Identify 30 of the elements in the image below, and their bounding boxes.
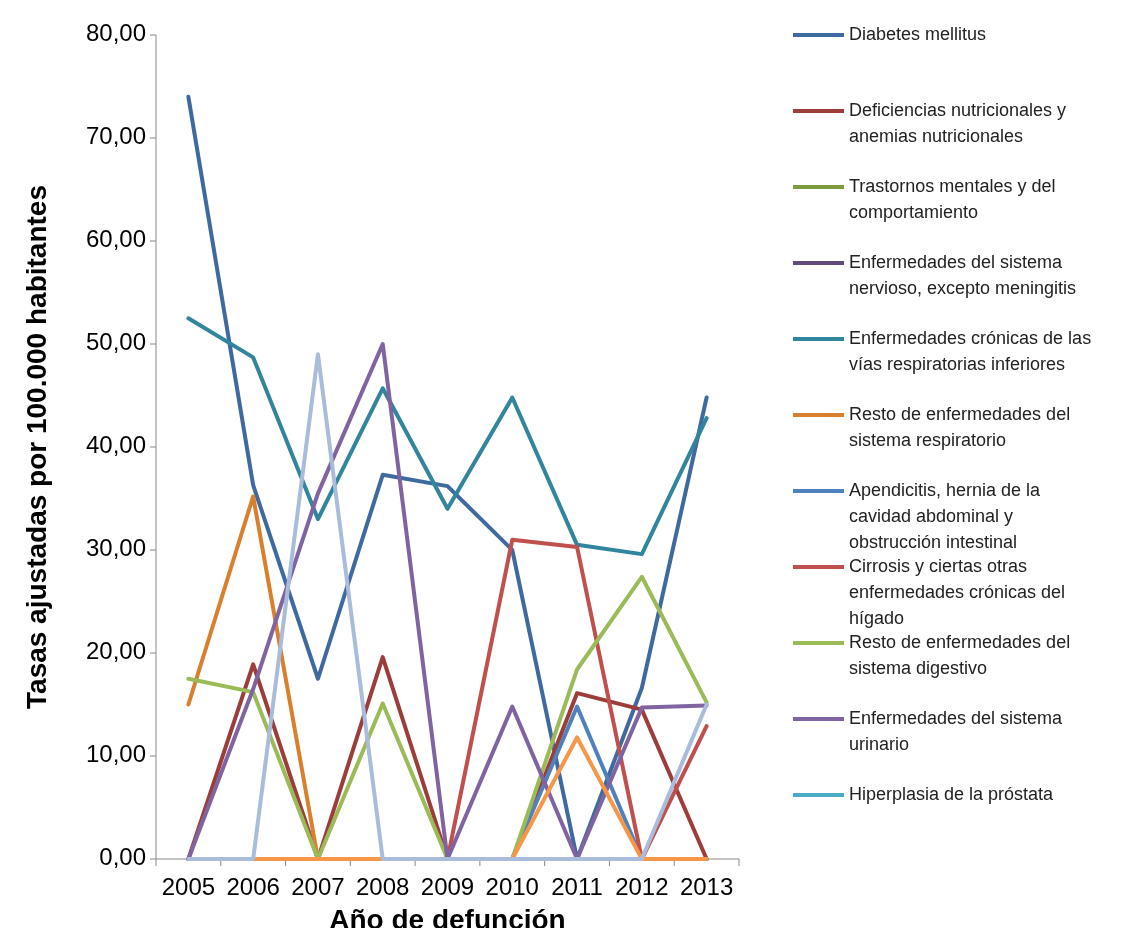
legend-label: Trastornos mentales y del comportamiento [849, 175, 1056, 222]
legend-label: Apendicitis, hernia de la cavidad abdominal y obstrucción intestinal [849, 479, 1042, 552]
y-tick-label: 0,00 [99, 843, 146, 871]
y-tick-label: 10,00 [85, 740, 146, 768]
legend-label: Deficiencias nutricionales y anemias nutricionales [849, 99, 1067, 146]
x-tick-label: 2006 [226, 873, 280, 900]
legend-label: Hiperplasia de la próstata [849, 783, 1055, 804]
legend-label: Cirrosis y ciertas otras enfermedades crónicas del hígado [849, 555, 1066, 628]
y-tick-label: 50,00 [85, 328, 146, 356]
legend-label: Enfermedades del sistema nervioso, excepto meningitis [849, 251, 1077, 298]
x-tick-label: 2005 [161, 873, 216, 900]
legend-label: Diabetes mellitus [849, 23, 987, 44]
y-tick-label: 30,00 [85, 534, 146, 562]
y-tick-label: 70,00 [85, 122, 146, 150]
y-tick-label: 60,00 [85, 225, 146, 253]
y-axis-title: Tasas ajustadas por 100.000 habitantes [21, 185, 52, 709]
y-tick-label: 20,00 [85, 637, 146, 665]
x-tick-label: 2012 [615, 873, 669, 900]
x-tick-label: 2010 [485, 873, 539, 900]
legend-label: Enfermedades del sistema urinario [849, 707, 1064, 754]
y-tick-label: 40,00 [85, 431, 146, 459]
legend-label: Enfermedades crónicas de las vías respiratorias inferiores [849, 327, 1092, 374]
legend-label: Resto de enfermedades del sistema respiratorio [849, 403, 1071, 450]
x-tick-label: 2013 [679, 873, 734, 900]
x-tick-label: 2009 [420, 873, 475, 900]
x-tick-label: 2008 [356, 873, 410, 900]
x-tick-label: 2011 [551, 873, 603, 900]
x-tick-label: 2007 [291, 873, 345, 900]
y-tick-label: 80,00 [85, 19, 146, 47]
legend-label: Resto de enfermedades del sistema digestivo [849, 631, 1071, 678]
